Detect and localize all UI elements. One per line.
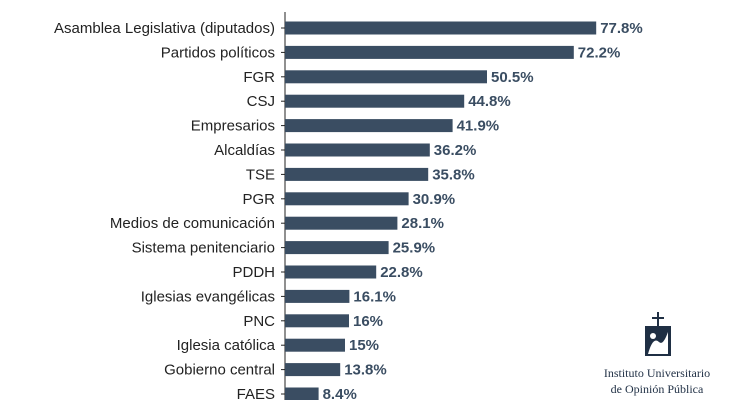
- bar: [285, 167, 429, 181]
- value-label: 22.8%: [380, 264, 423, 281]
- category-label: PDDH: [232, 264, 275, 281]
- category-label: Asamblea Legislativa (diputados): [54, 20, 275, 37]
- iudop-logo: Instituto Universitario de Opinión Públi…: [602, 310, 712, 400]
- value-label: 50.5%: [491, 69, 534, 86]
- value-label: 41.9%: [457, 118, 500, 135]
- value-label: 44.8%: [468, 93, 511, 110]
- logo-line-2: de Opinión Pública: [610, 382, 704, 396]
- uca-emblem-icon: [645, 312, 671, 356]
- bar: [285, 216, 398, 230]
- value-label: 16%: [353, 313, 383, 330]
- title-fragment-left: -: [6, 0, 11, 6]
- value-label: 77.8%: [600, 20, 643, 37]
- logo-line-1: Instituto Universitario: [603, 366, 711, 380]
- category-label: Sistema penitenciario: [132, 240, 275, 257]
- category-label: Empresarios: [191, 118, 275, 135]
- value-label: 72.2%: [578, 44, 621, 61]
- value-label: 35.8%: [432, 166, 475, 183]
- category-label: TSE: [246, 166, 275, 183]
- bar: [285, 338, 345, 352]
- category-label: Iglesia católica: [177, 337, 276, 354]
- value-label: 28.1%: [401, 215, 444, 232]
- category-label: FAES: [237, 386, 275, 400]
- bar: [285, 21, 597, 35]
- bar: [285, 265, 377, 279]
- value-label: 25.9%: [393, 240, 436, 257]
- category-label: PNC: [243, 313, 275, 330]
- category-label: PGR: [242, 191, 275, 208]
- category-label: Medios de comunicación: [110, 215, 275, 232]
- category-label: Alcaldías: [214, 142, 275, 159]
- category-label: CSJ: [247, 93, 275, 110]
- value-label: 30.9%: [413, 191, 456, 208]
- bar: [285, 94, 465, 108]
- bar: [285, 363, 341, 377]
- category-label: Gobierno central: [164, 362, 275, 379]
- bar: [285, 387, 319, 400]
- value-label: 8.4%: [323, 386, 357, 400]
- value-label: 36.2%: [434, 142, 477, 159]
- category-label: FGR: [243, 69, 275, 86]
- value-label: 13.8%: [344, 362, 387, 379]
- bar: [285, 241, 389, 255]
- bar: [285, 192, 409, 206]
- bar: [285, 314, 349, 328]
- bar: [285, 289, 350, 303]
- category-label: Partidos políticos: [161, 44, 275, 61]
- bar: [285, 119, 453, 133]
- value-label: 15%: [349, 337, 379, 354]
- bar: [285, 45, 574, 59]
- category-label: Iglesias evangélicas: [141, 288, 275, 305]
- bar: [285, 70, 487, 84]
- bar: [285, 143, 430, 157]
- value-label: 16.1%: [353, 288, 396, 305]
